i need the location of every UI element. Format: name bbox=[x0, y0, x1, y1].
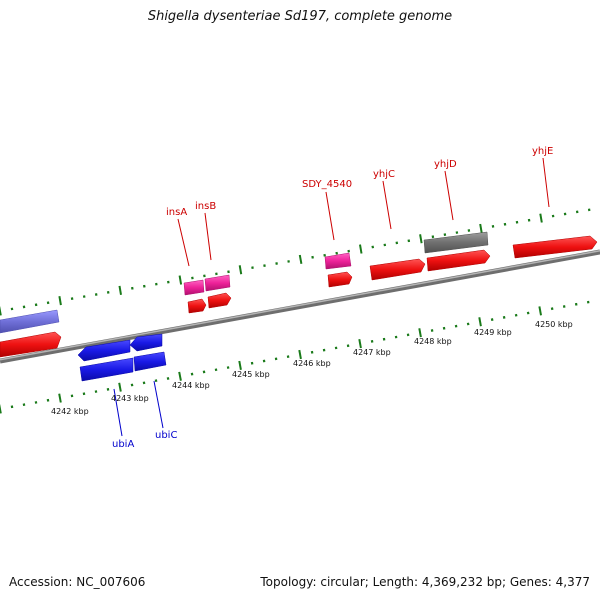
scale-label: 4248 kbp bbox=[414, 337, 452, 346]
minor-tick bbox=[22, 305, 26, 309]
yhjD-gene-arrow[interactable] bbox=[426, 249, 491, 272]
major-tick bbox=[118, 382, 122, 392]
minor-tick bbox=[526, 311, 530, 315]
minor-tick bbox=[154, 379, 158, 383]
purple-feature[interactable] bbox=[0, 309, 60, 334]
major-tick bbox=[479, 223, 483, 234]
genome-backbone-highlight bbox=[0, 250, 600, 361]
gene-label-ubiA[interactable]: ubiA bbox=[112, 439, 134, 450]
scale-label: 4242 kbp bbox=[51, 407, 89, 416]
yhjE-gene-arrow[interactable] bbox=[512, 235, 598, 259]
major-tick bbox=[178, 275, 183, 285]
SDY_4540-red-arrow[interactable] bbox=[327, 271, 353, 288]
minor-tick bbox=[550, 307, 554, 311]
insA-pink-gene[interactable] bbox=[183, 279, 205, 296]
minor-tick bbox=[130, 383, 134, 387]
red-gene-left-arrow[interactable] bbox=[0, 331, 62, 358]
major-tick bbox=[178, 371, 182, 381]
yhjC-gene-arrow[interactable] bbox=[369, 258, 426, 281]
minor-tick bbox=[466, 322, 470, 326]
gene-labels: insA insB SDY_4540 yhjC yhjD yhjE ubiA u… bbox=[112, 146, 553, 450]
gene-label-ubiC[interactable]: ubiC bbox=[155, 430, 177, 441]
major-tick bbox=[0, 404, 2, 414]
minor-tick bbox=[214, 368, 218, 372]
ubiC-gene[interactable] bbox=[133, 351, 167, 372]
SDY_4540-pink-gene[interactable] bbox=[324, 252, 352, 270]
minor-tick bbox=[490, 318, 494, 322]
accession-text: Accession: NC_007606 bbox=[9, 575, 146, 589]
gene-label-insB[interactable]: insB bbox=[195, 201, 216, 212]
gene-label-yhjD[interactable]: yhjD bbox=[434, 159, 457, 170]
feature-track bbox=[0, 231, 598, 382]
insA-red-arrow[interactable] bbox=[187, 298, 207, 314]
scale-label: 4247 kbp bbox=[353, 348, 391, 357]
gene-label-yhjC[interactable]: yhjC bbox=[373, 169, 395, 180]
major-tick bbox=[418, 328, 422, 338]
outer-tick-track bbox=[0, 208, 591, 316]
major-tick bbox=[539, 213, 543, 223]
gene-label-yhjE[interactable]: yhjE bbox=[532, 146, 553, 157]
major-tick bbox=[478, 317, 482, 327]
minor-tick bbox=[202, 370, 206, 374]
scale-label: 4249 kbp bbox=[474, 328, 512, 337]
major-tick bbox=[298, 254, 303, 264]
minor-tick bbox=[514, 313, 518, 317]
ubiC-upper-arrow[interactable] bbox=[77, 339, 131, 362]
major-tick bbox=[238, 360, 242, 370]
blue-gene-arrow[interactable] bbox=[129, 333, 163, 352]
minor-tick bbox=[502, 315, 506, 319]
minor-tick bbox=[166, 377, 170, 380]
major-tick bbox=[238, 265, 243, 275]
scale-labels: 4242 kbp 4243 kbp 4244 kbp 4245 kbp 4246… bbox=[51, 320, 573, 416]
ubiA-gene[interactable] bbox=[79, 357, 134, 382]
minor-tick bbox=[323, 253, 326, 257]
scale-label: 4246 kbp bbox=[293, 359, 331, 368]
genome-summary-text: Topology: circular; Length: 4,369,232 bp… bbox=[260, 575, 590, 589]
minor-tick bbox=[190, 372, 194, 376]
minor-tick bbox=[142, 381, 146, 385]
major-tick bbox=[58, 393, 62, 403]
minor-tick bbox=[371, 245, 375, 249]
label-connectors bbox=[113, 157, 550, 437]
scale-label: 4245 kbp bbox=[232, 370, 270, 379]
map-title: Shigella dysenteriae Sd197, complete gen… bbox=[147, 9, 453, 24]
scale-label: 4243 kbp bbox=[111, 394, 149, 403]
insB-red-arrow[interactable] bbox=[207, 292, 232, 309]
insB-pink-gene[interactable] bbox=[204, 274, 231, 292]
major-tick bbox=[0, 306, 2, 316]
major-tick bbox=[118, 285, 122, 295]
scale-label: 4250 kbp bbox=[535, 320, 573, 329]
major-tick bbox=[538, 306, 542, 316]
major-tick bbox=[359, 244, 363, 254]
major-tick bbox=[419, 234, 423, 244]
major-tick bbox=[58, 296, 62, 306]
major-tick bbox=[358, 339, 362, 349]
major-tick bbox=[298, 349, 302, 360]
inner-tick-track bbox=[0, 300, 590, 414]
gene-label-SDY_4540[interactable]: SDY_4540 bbox=[302, 179, 352, 190]
scale-label: 4244 kbp bbox=[172, 381, 210, 390]
yhjD-pseudo-feature[interactable] bbox=[423, 231, 489, 254]
genome-backbone bbox=[0, 249, 600, 364]
gene-label-insA[interactable]: insA bbox=[166, 207, 187, 218]
